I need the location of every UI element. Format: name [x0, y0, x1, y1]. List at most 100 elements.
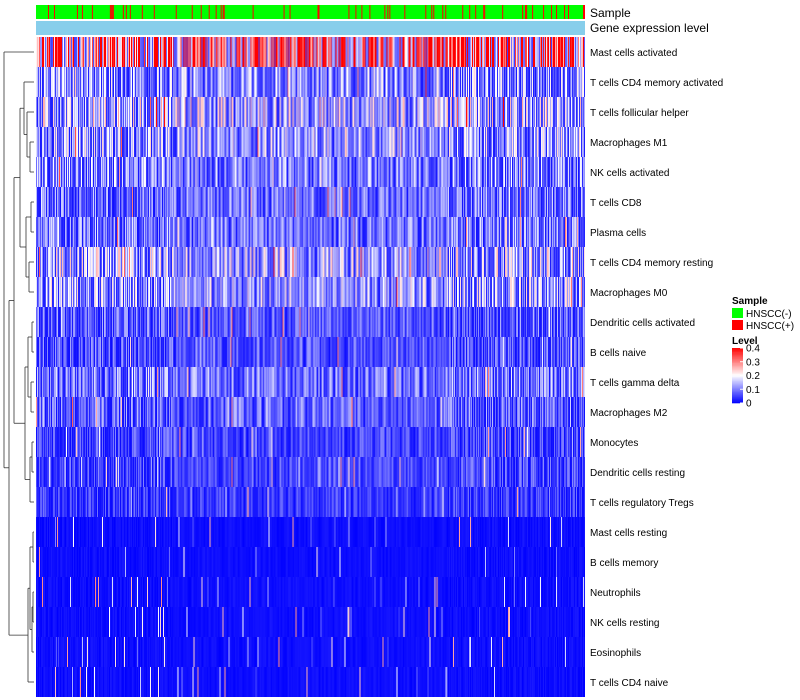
legend-gradient-step	[732, 392, 743, 394]
heatmap-row	[36, 547, 585, 577]
heatmap-row	[36, 637, 585, 667]
legend-gradient-step	[732, 365, 743, 368]
legend-color-gradient	[732, 348, 743, 404]
row-label: Dendritic cells resting	[590, 468, 685, 479]
sample-annotation-positive-mark	[112, 5, 114, 19]
row-label: Neutrophils	[590, 588, 641, 599]
legend-gradient-step	[732, 381, 743, 383]
sample-annotation-positive-mark	[208, 5, 210, 19]
sample-annotation-positive-mark	[361, 5, 363, 19]
heatmap-row	[36, 247, 585, 277]
row-label: Monocytes	[590, 438, 638, 449]
sample-annotation-positive-mark	[387, 5, 389, 19]
sample-annotation-positive-mark	[445, 5, 447, 19]
legend-tick-label: 0.1	[746, 385, 760, 396]
gene-expression-level-annotation-bar	[36, 21, 585, 35]
legend-gradient-step	[732, 353, 743, 356]
sample-annotation-positive-mark	[469, 5, 471, 19]
sample-annotation-positive-mark	[502, 5, 504, 19]
sample-annotation-positive-mark	[442, 5, 444, 19]
legend-gradient-step	[732, 387, 743, 390]
row-label: Eosinophils	[590, 648, 641, 659]
sample-annotation-positive-mark	[141, 5, 143, 19]
legend-gradient-step	[732, 390, 743, 393]
row-labels: Mast cells activated T cells CD4 memory a…	[590, 48, 723, 689]
sample-annotation-positive-mark	[110, 5, 112, 19]
sample-annotation-positive-mark	[355, 5, 357, 19]
legend-gradient-step	[732, 375, 743, 378]
sample-annotation-positive-mark	[564, 5, 566, 19]
legend-tick-label: 0.4	[746, 344, 760, 355]
legend-gradient-step	[732, 360, 743, 363]
row-dendrogram	[3, 51, 34, 683]
legend-gradient-step	[732, 374, 743, 376]
legend-gradient-step	[732, 352, 743, 354]
sample-annotation-positive-mark	[318, 5, 320, 19]
sample-annotation-positive-mark	[125, 5, 127, 19]
heatmap-row	[36, 157, 585, 187]
legend-gradient-step	[732, 398, 743, 401]
sample-annotation-positive-mark	[348, 5, 350, 19]
row-label: T cells CD8	[590, 198, 642, 209]
row-label: B cells naive	[590, 348, 647, 359]
heatmap-row	[36, 307, 585, 337]
sample-annotation-positive-mark	[584, 5, 585, 19]
sample-annotation-positive-mark	[289, 5, 291, 19]
sample-annotation-positive-mark	[53, 5, 55, 19]
sample-annotation-positive-mark	[389, 5, 391, 19]
heatmap-row	[36, 67, 585, 97]
sample-annotation-positive-mark	[91, 5, 93, 19]
sample-annotation-positive-mark	[526, 5, 528, 19]
legend-gradient-step	[732, 348, 743, 350]
row-label: T cells gamma delta	[590, 378, 680, 389]
sample-annotation-positive-mark	[76, 5, 78, 19]
row-label: T cells CD4 memory activated	[590, 78, 723, 89]
gene-expression-annotation-label: Gene expression level	[590, 21, 709, 35]
row-label: Macrophages M0	[590, 288, 668, 299]
sample-annotation-positive-mark	[556, 5, 558, 19]
legend-gradient-step	[732, 370, 743, 372]
legend-level-ticks: 0.4 0.3 0.2 0.1 0	[740, 344, 760, 410]
legend-gradient-step	[732, 389, 743, 391]
sample-annotation-positive-mark	[252, 5, 254, 19]
sample-annotation-positive-mark	[369, 5, 371, 19]
legend-tick-label: 0	[746, 399, 752, 410]
sample-annotation-positive-mark	[484, 5, 486, 19]
legend-gradient-step	[732, 396, 743, 398]
sample-annotation-positive-mark	[81, 5, 83, 19]
row-label: Dendritic cells activated	[590, 318, 695, 329]
legend-level-title: Level	[732, 336, 758, 347]
legend-gradient-step	[732, 357, 743, 360]
sample-annotation-positive-mark	[525, 5, 527, 19]
sample-annotation-positive-mark	[483, 5, 485, 19]
row-label: T cells CD4 naive	[590, 678, 669, 689]
heatmap-row	[36, 427, 585, 457]
legend-gradient-step	[732, 354, 743, 357]
heatmap-row	[36, 397, 585, 427]
sample-annotation-positive-mark	[551, 5, 553, 19]
sample-annotation-positive-mark	[200, 5, 202, 19]
heatmap-row	[36, 217, 585, 247]
legend-gradient-step	[732, 397, 743, 400]
sample-annotation-positive-mark	[522, 5, 524, 19]
sample-annotation-positive-mark	[543, 5, 545, 19]
legend-tick-label: 0.2	[746, 371, 760, 382]
legend-gradient-step	[732, 364, 743, 367]
legend-gradient-step	[732, 383, 743, 386]
row-label: NK cells activated	[590, 168, 669, 179]
sample-annotation-positive-mark	[462, 5, 464, 19]
sample-annotation-positive-mark	[109, 5, 111, 19]
legend-sample-title: Sample	[732, 296, 768, 307]
legend-gradient-step	[732, 349, 743, 352]
sample-annotation-positive-mark	[283, 5, 285, 19]
sample-annotation-positive-mark	[317, 5, 319, 19]
sample-annotation-positive-mark	[433, 5, 435, 19]
sample-annotation-positive-mark	[47, 5, 49, 19]
row-label: Plasma cells	[590, 228, 646, 239]
heatmap-row	[36, 607, 585, 637]
sample-annotation-positive-mark	[222, 5, 224, 19]
legend-gradient-step	[732, 359, 743, 361]
legend-gradient-step	[732, 394, 743, 397]
heatmap-row	[36, 337, 585, 367]
